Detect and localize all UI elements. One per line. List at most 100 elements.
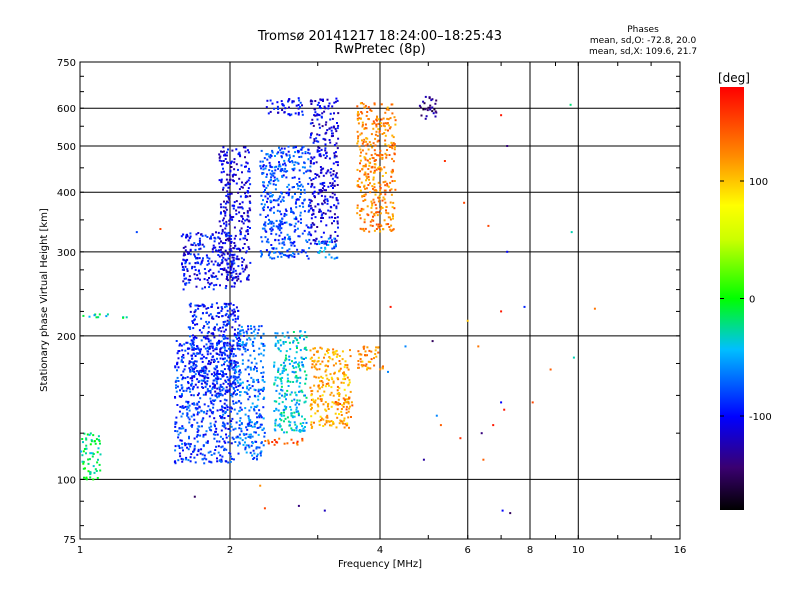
echo-point (95, 316, 98, 319)
echo-point (367, 168, 370, 170)
echo-point (276, 152, 279, 155)
echo-point (238, 177, 241, 180)
echo-point (239, 417, 242, 420)
echo-point (232, 366, 235, 369)
echo-point (213, 328, 216, 331)
echo-point (189, 279, 192, 281)
echo-point (88, 433, 91, 436)
echo-point (237, 265, 240, 268)
echo-point (332, 134, 334, 137)
echo-point (221, 424, 224, 427)
echo-point (360, 111, 363, 113)
echo-point (248, 433, 251, 436)
echo-point (229, 193, 231, 196)
echo-point (199, 304, 202, 307)
echo-point (186, 414, 189, 417)
echo-point (83, 432, 86, 435)
echo-point (267, 112, 270, 115)
echo-point (305, 239, 308, 242)
echo-point (218, 179, 221, 182)
echo-point (199, 350, 202, 353)
echo-point (285, 393, 288, 396)
echo-point (202, 312, 204, 315)
echo-point (204, 375, 207, 378)
echo-point (307, 226, 310, 229)
echo-point (224, 349, 227, 352)
echo-point (196, 394, 199, 397)
echo-point (379, 167, 382, 170)
echo-point (333, 193, 336, 196)
echo-point (301, 391, 304, 394)
echo-point (294, 229, 297, 231)
echo-point (223, 267, 226, 270)
echo-point (192, 321, 194, 324)
echo-point (387, 118, 390, 121)
echo-point (267, 241, 270, 244)
echo-point (316, 203, 319, 206)
echo-point (284, 164, 287, 167)
echo-point (322, 231, 325, 234)
echo-point (285, 406, 288, 409)
echo-point (357, 366, 359, 369)
echo-point (252, 344, 255, 347)
echo-point (218, 311, 221, 314)
echo-point (287, 191, 290, 194)
echo-point (391, 213, 394, 216)
echo-point (234, 269, 237, 272)
echo-point (275, 165, 278, 168)
echo-point (271, 220, 274, 223)
echo-point (226, 161, 229, 164)
echo-point (338, 355, 341, 357)
echo-point (443, 160, 446, 162)
echo-point (196, 352, 199, 355)
echo-point (189, 253, 192, 256)
echo-point (285, 170, 287, 173)
echo-point (190, 394, 193, 397)
echo-point (252, 449, 255, 452)
echo-point (329, 236, 332, 239)
echo-point (291, 429, 294, 432)
echo-point (316, 390, 319, 393)
echo-point (319, 380, 321, 383)
echo-point (276, 101, 279, 104)
echo-point (392, 144, 395, 147)
echo-point (359, 102, 362, 105)
echo-point (236, 337, 239, 340)
echo-point (327, 420, 330, 423)
echo-point (389, 189, 392, 192)
echo-point (278, 161, 280, 164)
echo-point (88, 458, 91, 461)
echo-point (275, 225, 278, 228)
echo-point (193, 418, 196, 421)
echo-point (194, 262, 197, 265)
echo-point (242, 146, 245, 149)
x-tick-label: 4 (377, 545, 383, 556)
echo-point (256, 427, 259, 429)
echo-point (258, 416, 261, 419)
echo-point (319, 166, 322, 168)
echo-point (228, 384, 231, 387)
echo-point (273, 365, 275, 368)
echo-point (593, 307, 596, 310)
echo-point (232, 355, 235, 358)
echo-point (280, 414, 283, 417)
echo-point (181, 412, 184, 415)
echo-point (291, 360, 293, 363)
echo-point (366, 177, 369, 180)
echo-point (198, 257, 201, 260)
echo-point (324, 212, 327, 215)
echo-point (332, 173, 335, 176)
echo-point (217, 451, 220, 454)
echo-point (356, 207, 359, 209)
echo-point (232, 271, 235, 274)
echo-point (208, 277, 210, 279)
echo-point (220, 273, 223, 276)
echo-point (261, 227, 264, 230)
echo-point (326, 98, 329, 101)
echo-point (221, 406, 224, 409)
echo-point (320, 417, 323, 420)
echo-point (227, 197, 230, 200)
echo-point (213, 358, 216, 361)
echo-point (262, 164, 265, 167)
echo-point (210, 358, 213, 361)
